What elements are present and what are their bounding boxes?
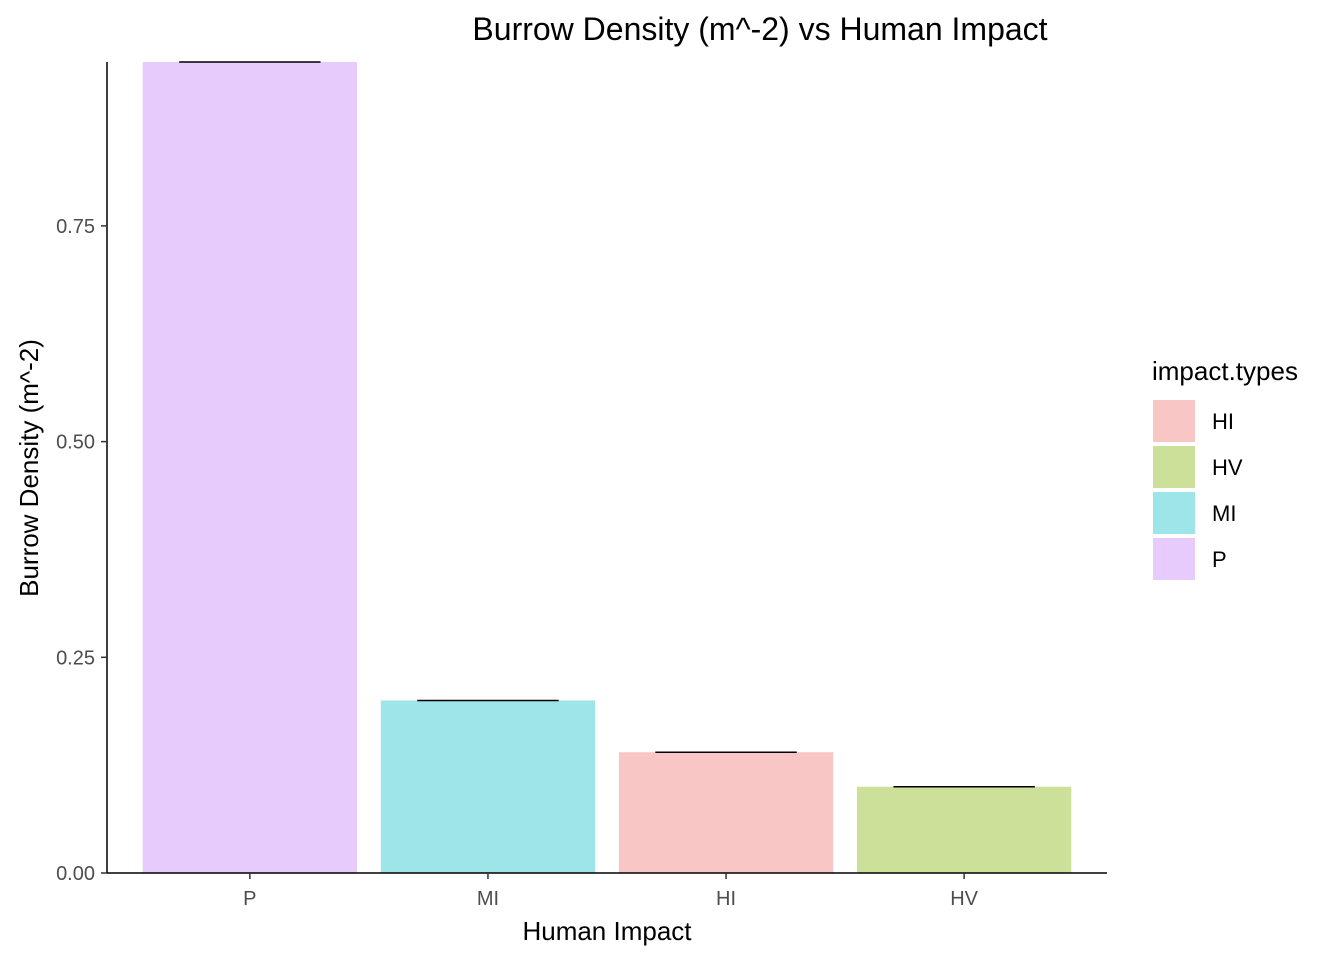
x-axis-title: Human Impact [522, 916, 692, 946]
y-tick-label: 0.75 [56, 216, 95, 238]
legend-label-MI: MI [1212, 501, 1236, 526]
bar-HI [618, 752, 834, 873]
x-tick-label-MI: MI [477, 888, 499, 910]
y-ticks-group: 0.00 0.25 0.50 0.75 [56, 216, 107, 885]
bar-MI [380, 700, 596, 873]
legend-label-P: P [1212, 547, 1227, 572]
bars-group [142, 62, 1072, 873]
chart-title: Burrow Density (m^-2) vs Human Impact [472, 11, 1047, 47]
error-bars-group [179, 61, 1035, 788]
legend-swatch-HV [1153, 446, 1195, 488]
bar-HV [857, 786, 1072, 873]
bar-P [142, 62, 357, 873]
y-tick-label: 0.25 [56, 647, 95, 669]
legend-label-HI: HI [1212, 409, 1234, 434]
legend-label-HV: HV [1212, 455, 1243, 480]
x-tick-label-P: P [243, 888, 256, 910]
y-tick-label: 0.50 [56, 432, 95, 454]
y-tick-label: 0.00 [56, 863, 95, 885]
y-axis-title: Burrow Density (m^-2) [14, 339, 44, 597]
x-ticks-group: P MI HI HV [243, 873, 979, 910]
x-tick-label-HV: HV [950, 888, 978, 910]
legend: HI HV MI P [1153, 400, 1243, 580]
legend-swatch-P [1153, 538, 1195, 580]
x-tick-label-HI: HI [716, 888, 736, 910]
legend-swatch-HI [1153, 400, 1195, 442]
legend-swatch-MI [1153, 492, 1195, 534]
legend-title: impact.types [1152, 356, 1298, 386]
